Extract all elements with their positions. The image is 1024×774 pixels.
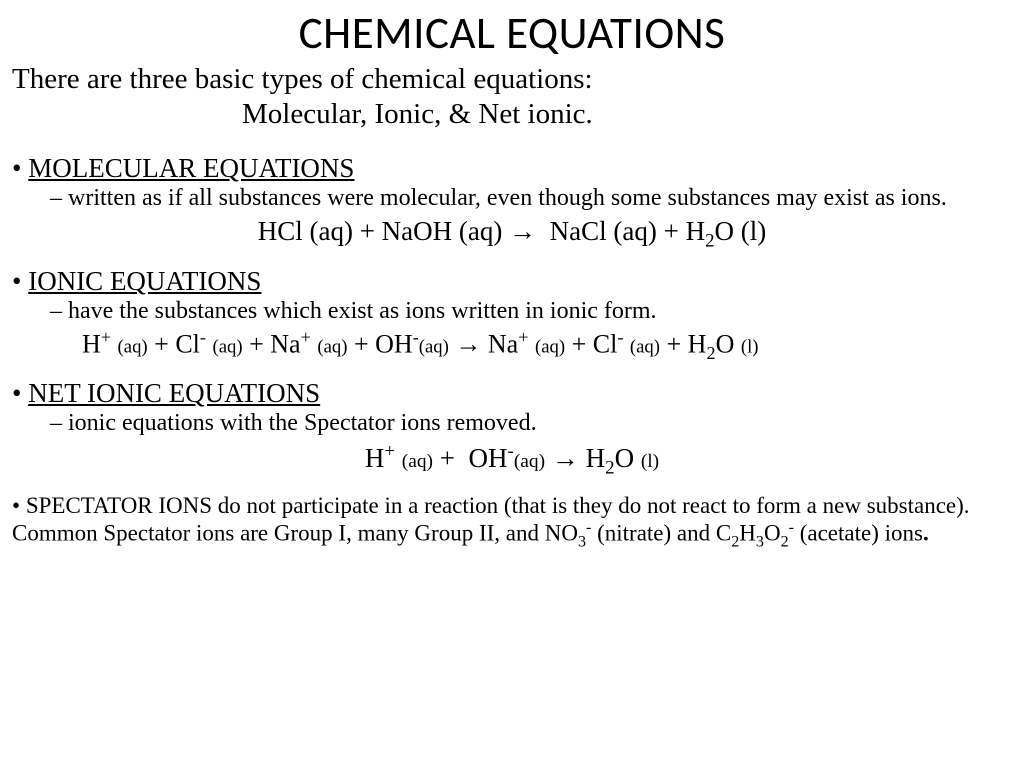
slide: CHEMICAL EQUATIONS There are three basic…: [0, 6, 1024, 551]
section-desc: have the substances which exist as ions …: [50, 299, 1012, 325]
section-molecular: MOLECULAR EQUATIONS written as if all su…: [12, 153, 1012, 252]
section-list: MOLECULAR EQUATIONS written as if all su…: [12, 153, 1012, 479]
equation-net-ionic: H+ (aq) + OH-(aq) → H2O (l): [12, 441, 1012, 479]
equation-ionic: H+ (aq) + Cl- (aq) + Na+ (aq) + OH-(aq) …: [12, 327, 1012, 364]
spectator-note: SPECTATOR IONS do not participate in a r…: [12, 493, 1012, 550]
section-net-ionic: NET IONIC EQUATIONS ionic equations with…: [12, 378, 1012, 479]
intro-line-2: Molecular, Ionic, & Net ionic.: [12, 98, 1012, 131]
section-heading: IONIC EQUATIONS: [28, 266, 261, 296]
section-heading: MOLECULAR EQUATIONS: [28, 153, 354, 183]
slide-title: CHEMICAL EQUATIONS: [12, 6, 1012, 61]
section-desc: ionic equations with the Spectator ions …: [50, 411, 1012, 437]
intro-line-1: There are three basic types of chemical …: [12, 63, 1012, 96]
section-desc: written as if all substances were molecu…: [50, 186, 1012, 212]
section-ionic: IONIC EQUATIONS have the substances whic…: [12, 266, 1012, 364]
equation-molecular: HCl (aq) + NaOH (aq) → NaCl (aq) + H2O (…: [12, 216, 1012, 252]
section-heading: NET IONIC EQUATIONS: [28, 378, 320, 408]
